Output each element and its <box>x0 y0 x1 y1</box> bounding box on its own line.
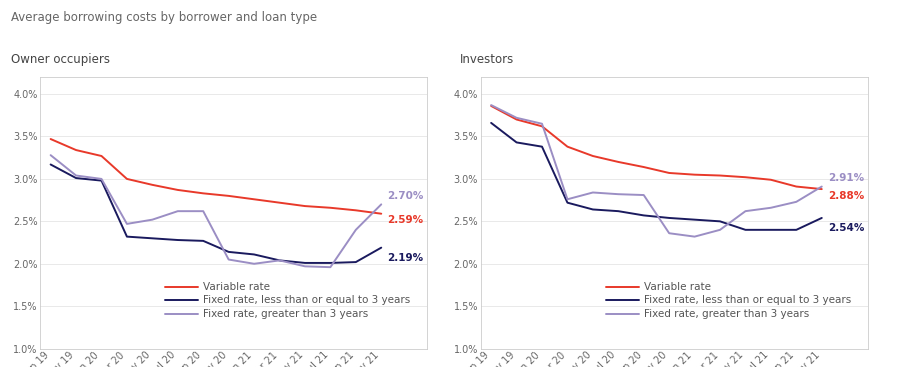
Text: 2.88%: 2.88% <box>828 191 864 201</box>
Text: 2.70%: 2.70% <box>387 191 424 201</box>
Text: 2.59%: 2.59% <box>387 215 423 225</box>
Text: Variable rate: Variable rate <box>203 282 271 292</box>
Text: Variable rate: Variable rate <box>644 282 711 292</box>
Text: 2.91%: 2.91% <box>828 173 864 183</box>
Text: Fixed rate, less than or equal to 3 years: Fixed rate, less than or equal to 3 year… <box>644 295 851 305</box>
Text: Fixed rate, greater than 3 years: Fixed rate, greater than 3 years <box>203 309 369 319</box>
Text: Average borrowing costs by borrower and loan type: Average borrowing costs by borrower and … <box>11 11 317 24</box>
Text: 2.54%: 2.54% <box>828 223 865 233</box>
Text: Fixed rate, less than or equal to 3 years: Fixed rate, less than or equal to 3 year… <box>203 295 411 305</box>
Text: 2.19%: 2.19% <box>387 253 423 263</box>
Text: Fixed rate, greater than 3 years: Fixed rate, greater than 3 years <box>644 309 809 319</box>
Text: Owner occupiers: Owner occupiers <box>11 53 110 66</box>
Text: Investors: Investors <box>460 53 514 66</box>
